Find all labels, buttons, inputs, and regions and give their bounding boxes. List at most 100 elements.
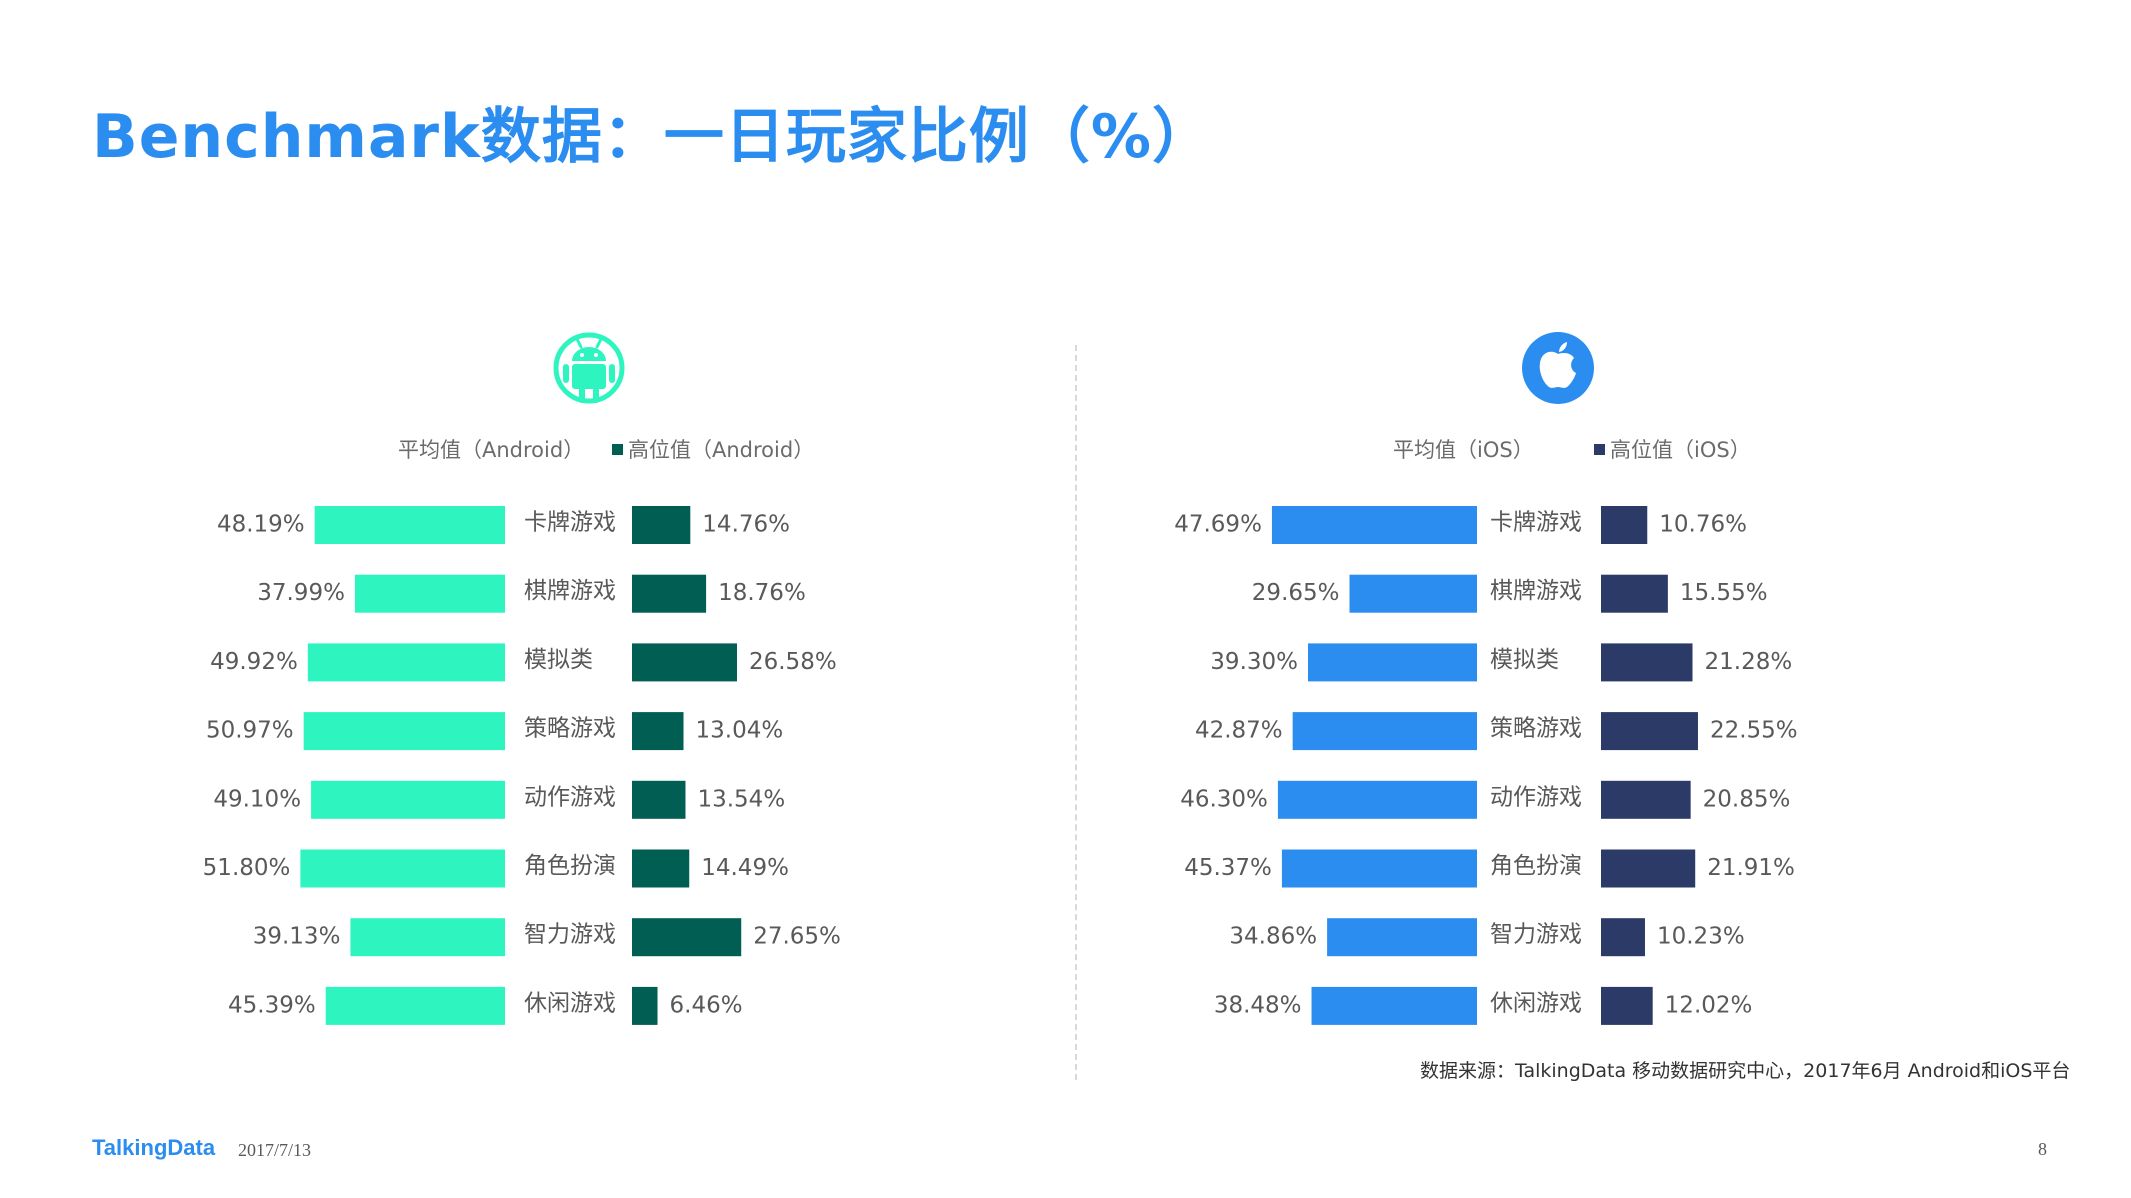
category-label: 休闲游戏 [1490, 990, 1582, 1016]
category-label: 智力游戏 [524, 922, 616, 948]
data-label-average: 42.87% [1195, 718, 1283, 744]
data-label-average: 46.30% [1180, 786, 1268, 812]
bar-average [1271, 506, 1477, 544]
data-label-high: 14.76% [702, 512, 790, 538]
data-label-average: 45.37% [1184, 855, 1272, 881]
bar-high [1601, 712, 1698, 751]
data-label-average: 34.86% [1229, 924, 1317, 950]
category-label: 棋牌游戏 [1490, 578, 1582, 604]
category-label: 模拟类 [1490, 647, 1559, 673]
android-bar-chart: 48.19% 卡牌游戏 14.76% 37.99% 棋牌游戏 18.76% 49.92% 模拟… [203, 506, 841, 1025]
data-label-average: 49.92% [210, 649, 298, 675]
bar-average [1277, 780, 1477, 819]
bar-high [632, 780, 686, 819]
page-title: Benchmark数据：一日玩家比例（%） [92, 102, 1214, 172]
category-label: 卡牌游戏 [1490, 510, 1582, 536]
legend-label: 高位值（Android） [628, 438, 815, 462]
bar-high [1601, 918, 1645, 957]
bar-high [632, 849, 690, 888]
data-label-high: 13.54% [697, 786, 785, 812]
category-label: 模拟类 [524, 647, 593, 673]
bar-high [632, 986, 658, 1025]
data-label-average: 45.39% [228, 992, 316, 1018]
ios-bar-chart: 47.69% 卡牌游戏 10.76% 29.65% 棋牌游戏 15.55% 39.30% 模拟… [1174, 506, 1798, 1025]
data-label-high: 13.04% [696, 718, 784, 744]
data-label-average: 39.30% [1210, 649, 1298, 675]
data-label-average: 48.19% [217, 512, 305, 538]
bar-average [325, 986, 505, 1025]
legend-label: 平均值（iOS） [1393, 438, 1534, 462]
bar-high [1601, 849, 1696, 888]
android-panel: 平均值（Android） 高位值（Android） 48.19% 卡牌游戏 14.7… [150, 330, 890, 1030]
bar-high [1601, 643, 1693, 682]
data-label-high: 21.28% [1705, 649, 1793, 675]
bar-high [1601, 986, 1653, 1025]
legend-ios-average: 平均值（iOS） [1393, 434, 1534, 464]
bar-average [1281, 849, 1477, 888]
data-label-high: 26.58% [749, 649, 837, 675]
data-label-average: 38.48% [1214, 992, 1302, 1018]
bar-average [300, 849, 505, 888]
legend-ios-high: 高位值（iOS） [1594, 434, 1751, 464]
bar-average [314, 506, 505, 544]
bar-average [350, 918, 505, 957]
data-label-high: 6.46% [670, 992, 743, 1018]
panel-divider [1075, 345, 1077, 1080]
category-label: 棋牌游戏 [524, 578, 616, 604]
category-label: 角色扮演 [524, 853, 616, 879]
bar-average [354, 574, 505, 613]
legend-swatch [612, 444, 623, 455]
data-label-high: 10.23% [1657, 924, 1745, 950]
bar-average [311, 780, 505, 819]
bar-high [632, 574, 707, 613]
data-label-average: 50.97% [206, 718, 294, 744]
data-label-high: 15.55% [1680, 580, 1768, 606]
data-label-high: 27.65% [753, 924, 841, 950]
category-label: 策略游戏 [1490, 716, 1582, 742]
footer-logo: TalkingData [92, 1135, 216, 1160]
page-number: 8 [2038, 1139, 2047, 1159]
category-label: 智力游戏 [1490, 922, 1582, 948]
bar-average [1311, 986, 1477, 1025]
bar-high [632, 918, 742, 957]
category-label: 策略游戏 [524, 716, 616, 742]
bar-high [632, 712, 684, 751]
data-label-high: 22.55% [1710, 718, 1798, 744]
data-label-average: 51.80% [203, 855, 291, 881]
category-label: 休闲游戏 [524, 990, 616, 1016]
data-label-high: 21.91% [1707, 855, 1795, 881]
bar-high [632, 643, 737, 682]
data-source-note: 数据来源：TalkingData 移动数据研究中心，2017年6月 Androi… [1420, 1060, 2071, 1082]
footer-date: 2017/7/13 [238, 1140, 312, 1160]
bar-average [1349, 574, 1477, 613]
data-label-high: 14.49% [701, 855, 789, 881]
bar-average [307, 643, 505, 682]
bar-average [1308, 643, 1477, 682]
data-label-average: 39.13% [253, 924, 341, 950]
apple-logo-icon [1522, 332, 1594, 404]
bar-high [1601, 574, 1668, 613]
legend-swatch [1594, 444, 1605, 455]
bar-high [632, 506, 691, 544]
bar-high [1601, 780, 1691, 819]
category-label: 卡牌游戏 [524, 510, 616, 536]
category-label: 动作游戏 [524, 784, 616, 810]
bar-average [1292, 712, 1477, 751]
data-label-high: 20.85% [1703, 786, 1791, 812]
data-label-average: 47.69% [1174, 512, 1262, 538]
bar-average [303, 712, 505, 751]
data-label-average: 37.99% [257, 580, 345, 606]
legend-android-high: 高位值（Android） [612, 434, 814, 464]
android-logo-icon [553, 332, 625, 404]
legend-android-average: 平均值（Android） [398, 434, 584, 464]
legend-label: 高位值（iOS） [1610, 438, 1751, 462]
category-label: 角色扮演 [1490, 853, 1582, 879]
bar-high [1601, 506, 1648, 544]
category-label: 动作游戏 [1490, 784, 1582, 810]
data-label-average: 29.65% [1252, 580, 1340, 606]
data-label-high: 12.02% [1665, 992, 1753, 1018]
legend-label: 平均值（Android） [398, 438, 585, 462]
data-label-high: 10.76% [1659, 512, 1747, 538]
bar-average [1327, 918, 1477, 957]
data-label-high: 18.76% [718, 580, 806, 606]
